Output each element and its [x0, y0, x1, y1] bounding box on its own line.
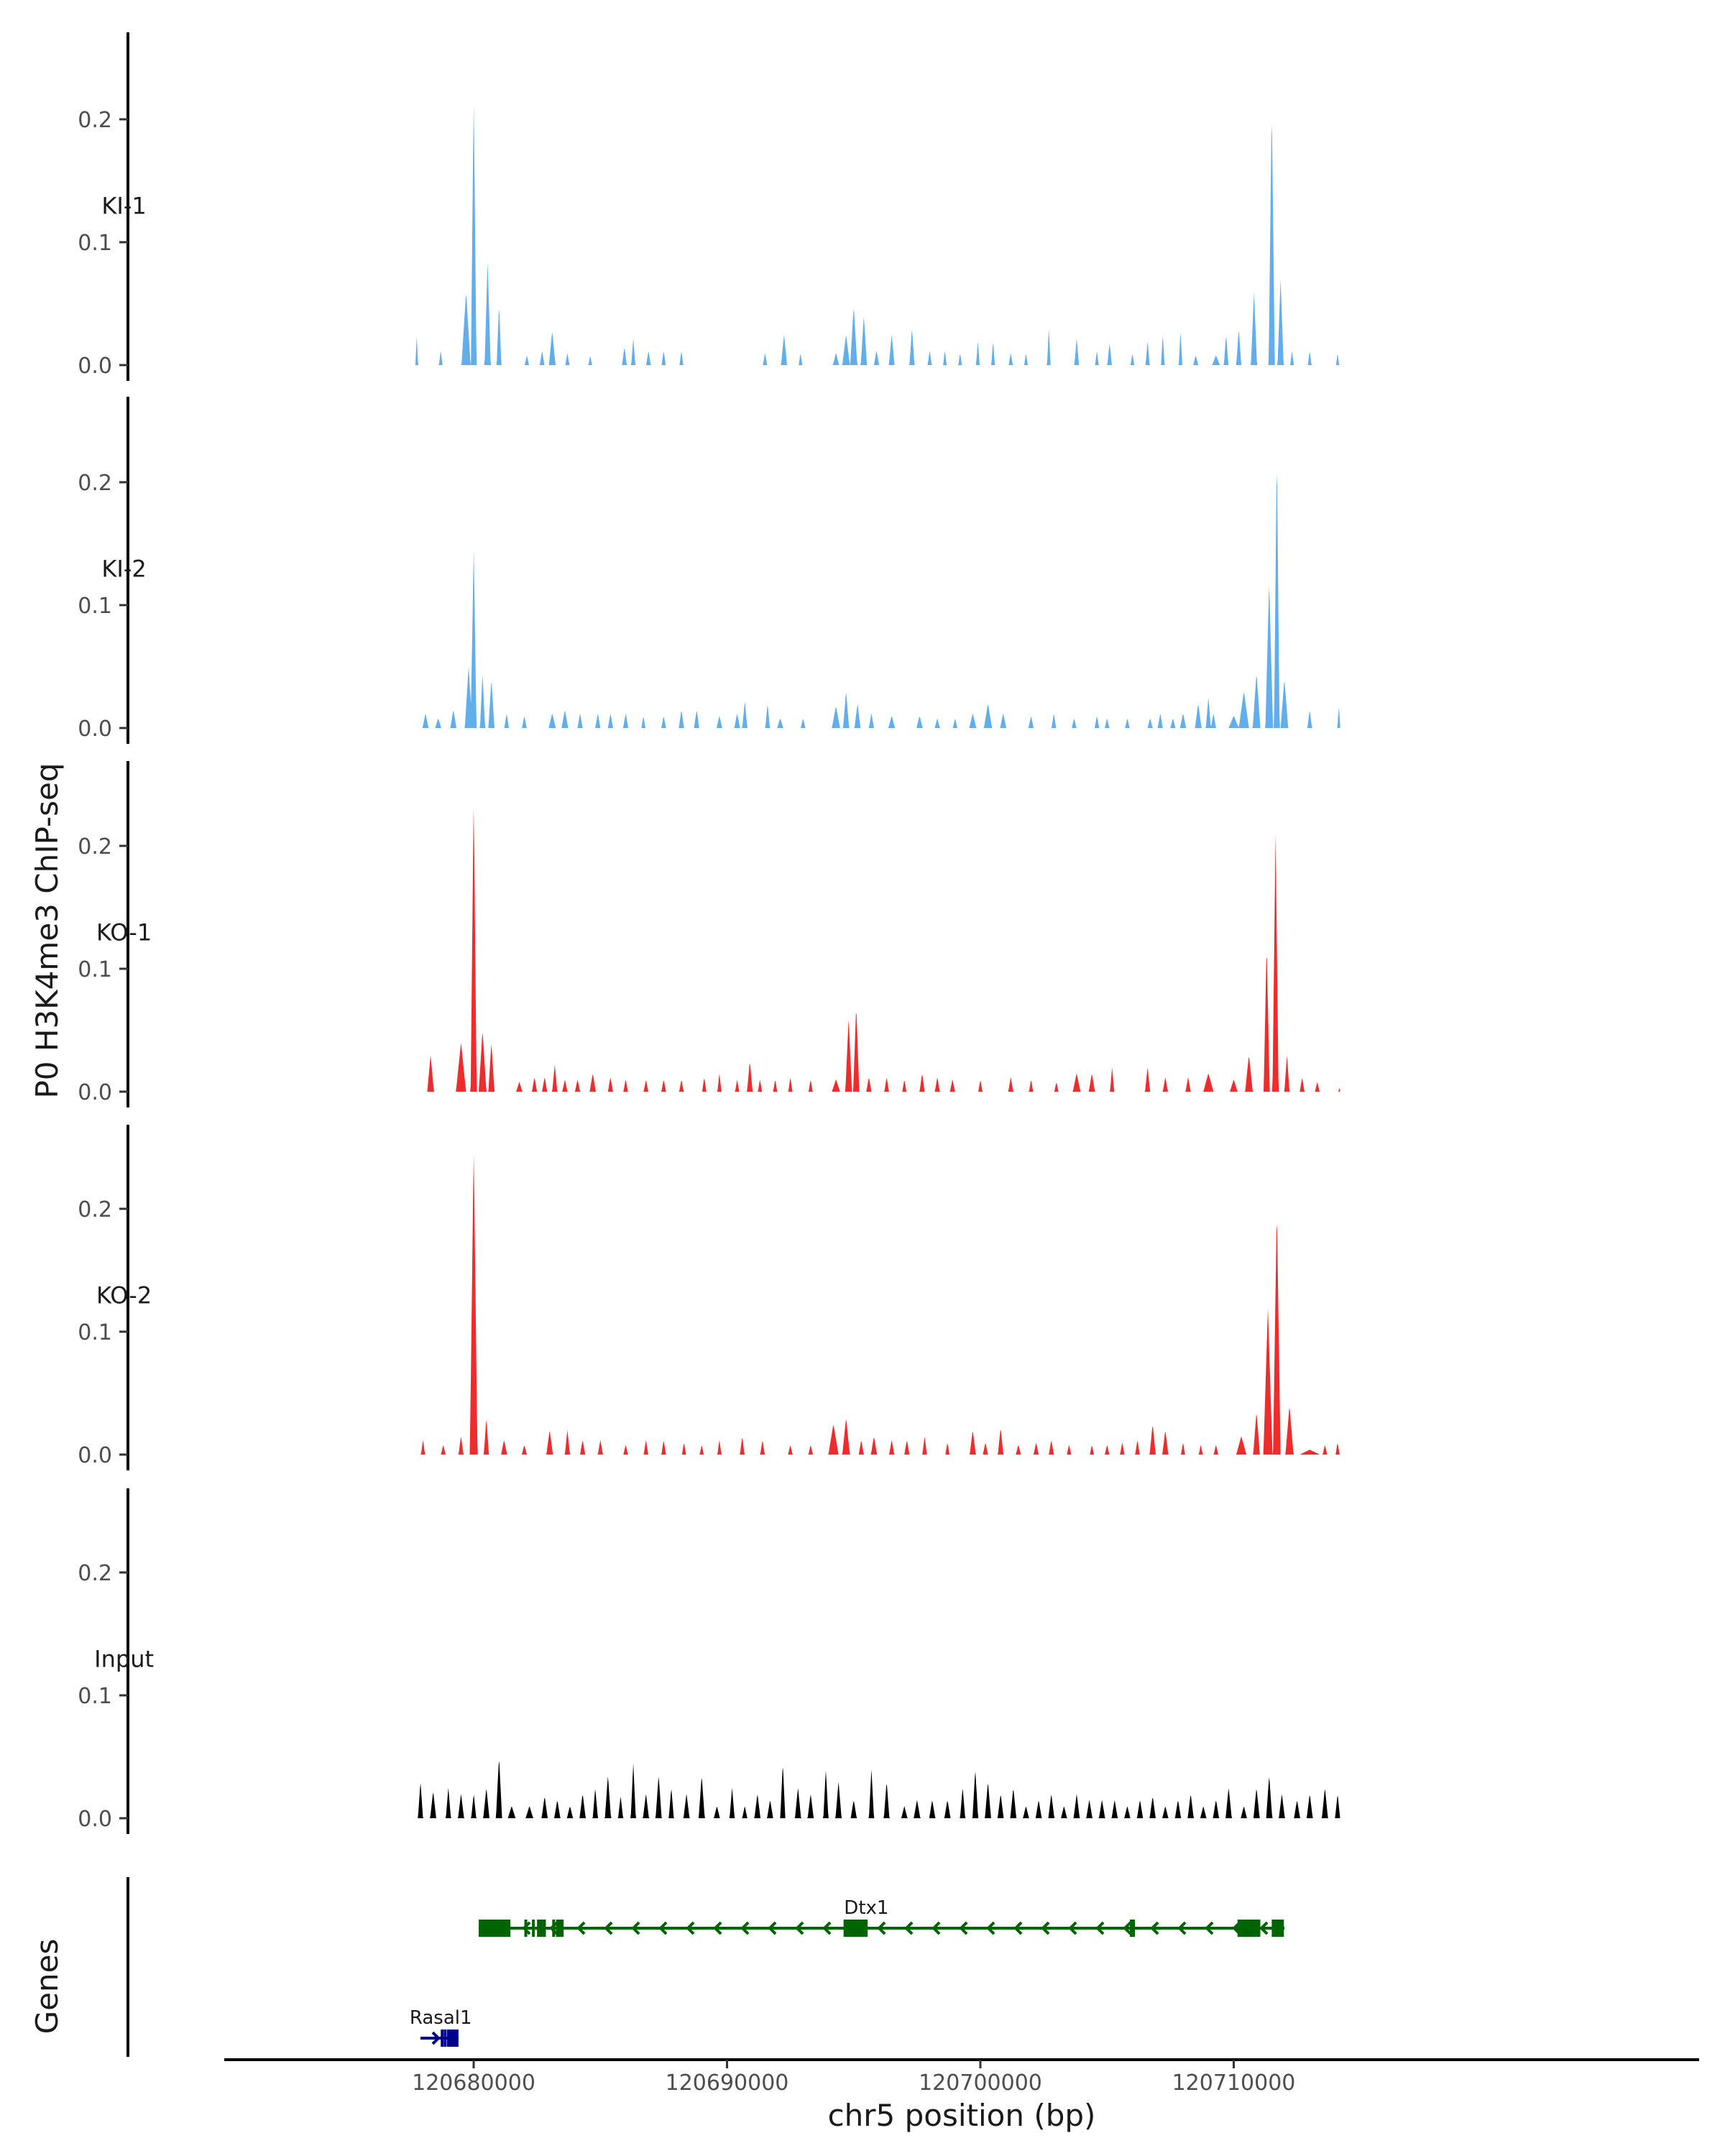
strand-arrow [877, 1921, 886, 1935]
y-tick-label: 0.1 [78, 231, 112, 256]
track-ko-1: 0.0 0.1 0.2 KO-1 [78, 761, 1340, 1107]
y-tick-label: 0.1 [78, 594, 112, 619]
x-tick-label: 120690000 [666, 2070, 789, 2096]
y-axis-title: P0 H3K4me3 ChIP-seq [29, 763, 65, 1098]
strand-arrow [986, 1921, 995, 1935]
exon [1271, 1920, 1284, 1937]
strand-arrow [431, 2031, 441, 2045]
y-tick-label: 0.2 [78, 108, 112, 133]
strand-arrow [932, 1921, 941, 1935]
exon [524, 1920, 528, 1937]
exon [443, 2030, 447, 2047]
track-label: KI-1 [101, 193, 146, 220]
track-ki-2: 0.0 0.1 0.2 KI-2 [78, 397, 1340, 744]
gene-label: Rasal1 [410, 2007, 472, 2029]
track-input: 0.0 0.1 0.2 Input [78, 1488, 1340, 1834]
exon [552, 1920, 556, 1937]
track-ki-1: 0.0 0.1 0.2 KI-1 [78, 32, 1340, 381]
exon [532, 1920, 535, 1937]
strand-arrow [740, 1921, 750, 1935]
track-panels: 0.00.10.2KI-10.00.10.2KI-20.00.10.2KO-10… [78, 32, 1340, 1834]
strand-arrow [1068, 1921, 1077, 1935]
strand-arrow [1041, 1921, 1050, 1935]
strand-arrow [1095, 1921, 1105, 1935]
exon [447, 2030, 459, 2047]
y-tick-label: 0.2 [78, 1561, 112, 1586]
strand-arrow [795, 1921, 804, 1935]
strand-arrow [549, 1921, 558, 1935]
track-ko-2: 0.0 0.1 0.2 KO-2 [78, 1125, 1340, 1470]
strand-arrow [1205, 1921, 1214, 1935]
strand-arrow [959, 1921, 968, 1935]
strand-arrow [604, 1921, 613, 1935]
strand-arrow [686, 1921, 695, 1935]
x-axis: 120680000 120690000 120700000 120710000 [224, 2058, 1699, 2096]
track-label: KO-1 [96, 919, 152, 946]
strand-arrow [1013, 1921, 1023, 1935]
exon [843, 1920, 868, 1937]
genes-panel: Dtx1 Rasal1 [126, 1877, 1284, 2057]
strand-arrow [1150, 1921, 1159, 1935]
strand-arrow [1259, 1921, 1269, 1935]
y-tick-label: 0.0 [78, 354, 112, 379]
strand-arrow [713, 1921, 722, 1935]
y-tick-label: 0.0 [78, 717, 112, 742]
x-tick-label: 120680000 [412, 2070, 535, 2096]
y-tick-label: 0.1 [78, 1320, 112, 1345]
y-tick-label: 0.0 [78, 1807, 112, 1832]
track-label: KI-2 [101, 556, 146, 583]
genes-axis-title: Genes [29, 1939, 65, 2035]
strand-arrow [522, 1921, 531, 1935]
signal-area [415, 1761, 1340, 1818]
x-tick-label: 120700000 [919, 2070, 1042, 2096]
y-tick-label: 0.2 [78, 834, 112, 860]
exon [441, 2030, 444, 2047]
exon [1237, 1920, 1261, 1937]
strand-arrow [1123, 1921, 1132, 1935]
exon [556, 1920, 564, 1937]
exon [537, 1920, 546, 1937]
gene-label: Dtx1 [844, 1897, 888, 1919]
strand-arrow [631, 1921, 640, 1935]
strand-arrow [904, 1921, 914, 1935]
strand-arrow [576, 1921, 586, 1935]
exon [1129, 1920, 1136, 1937]
gene-dtx1: Dtx1 [479, 1897, 1284, 1937]
y-tick-label: 0.2 [78, 1197, 112, 1222]
exon [479, 1920, 511, 1937]
y-tick-label: 0.1 [78, 957, 112, 982]
gene-rasal1: Rasal1 [410, 2007, 472, 2047]
y-tick-label: 0.1 [78, 1684, 112, 1709]
x-tick-label: 120710000 [1172, 2070, 1296, 2096]
y-tick-label: 0.2 [78, 471, 112, 496]
y-tick-label: 0.0 [78, 1080, 112, 1105]
strand-arrow [1177, 1921, 1187, 1935]
y-tick-label: 0.0 [78, 1443, 112, 1468]
strand-arrow [768, 1921, 777, 1935]
strand-arrow [658, 1921, 668, 1935]
signal-area [426, 808, 1340, 1092]
track-label: Input [94, 1646, 154, 1673]
x-axis-title: chr5 position (bp) [828, 2098, 1096, 2133]
track-label: KO-2 [96, 1282, 152, 1309]
strand-arrow [822, 1921, 832, 1935]
